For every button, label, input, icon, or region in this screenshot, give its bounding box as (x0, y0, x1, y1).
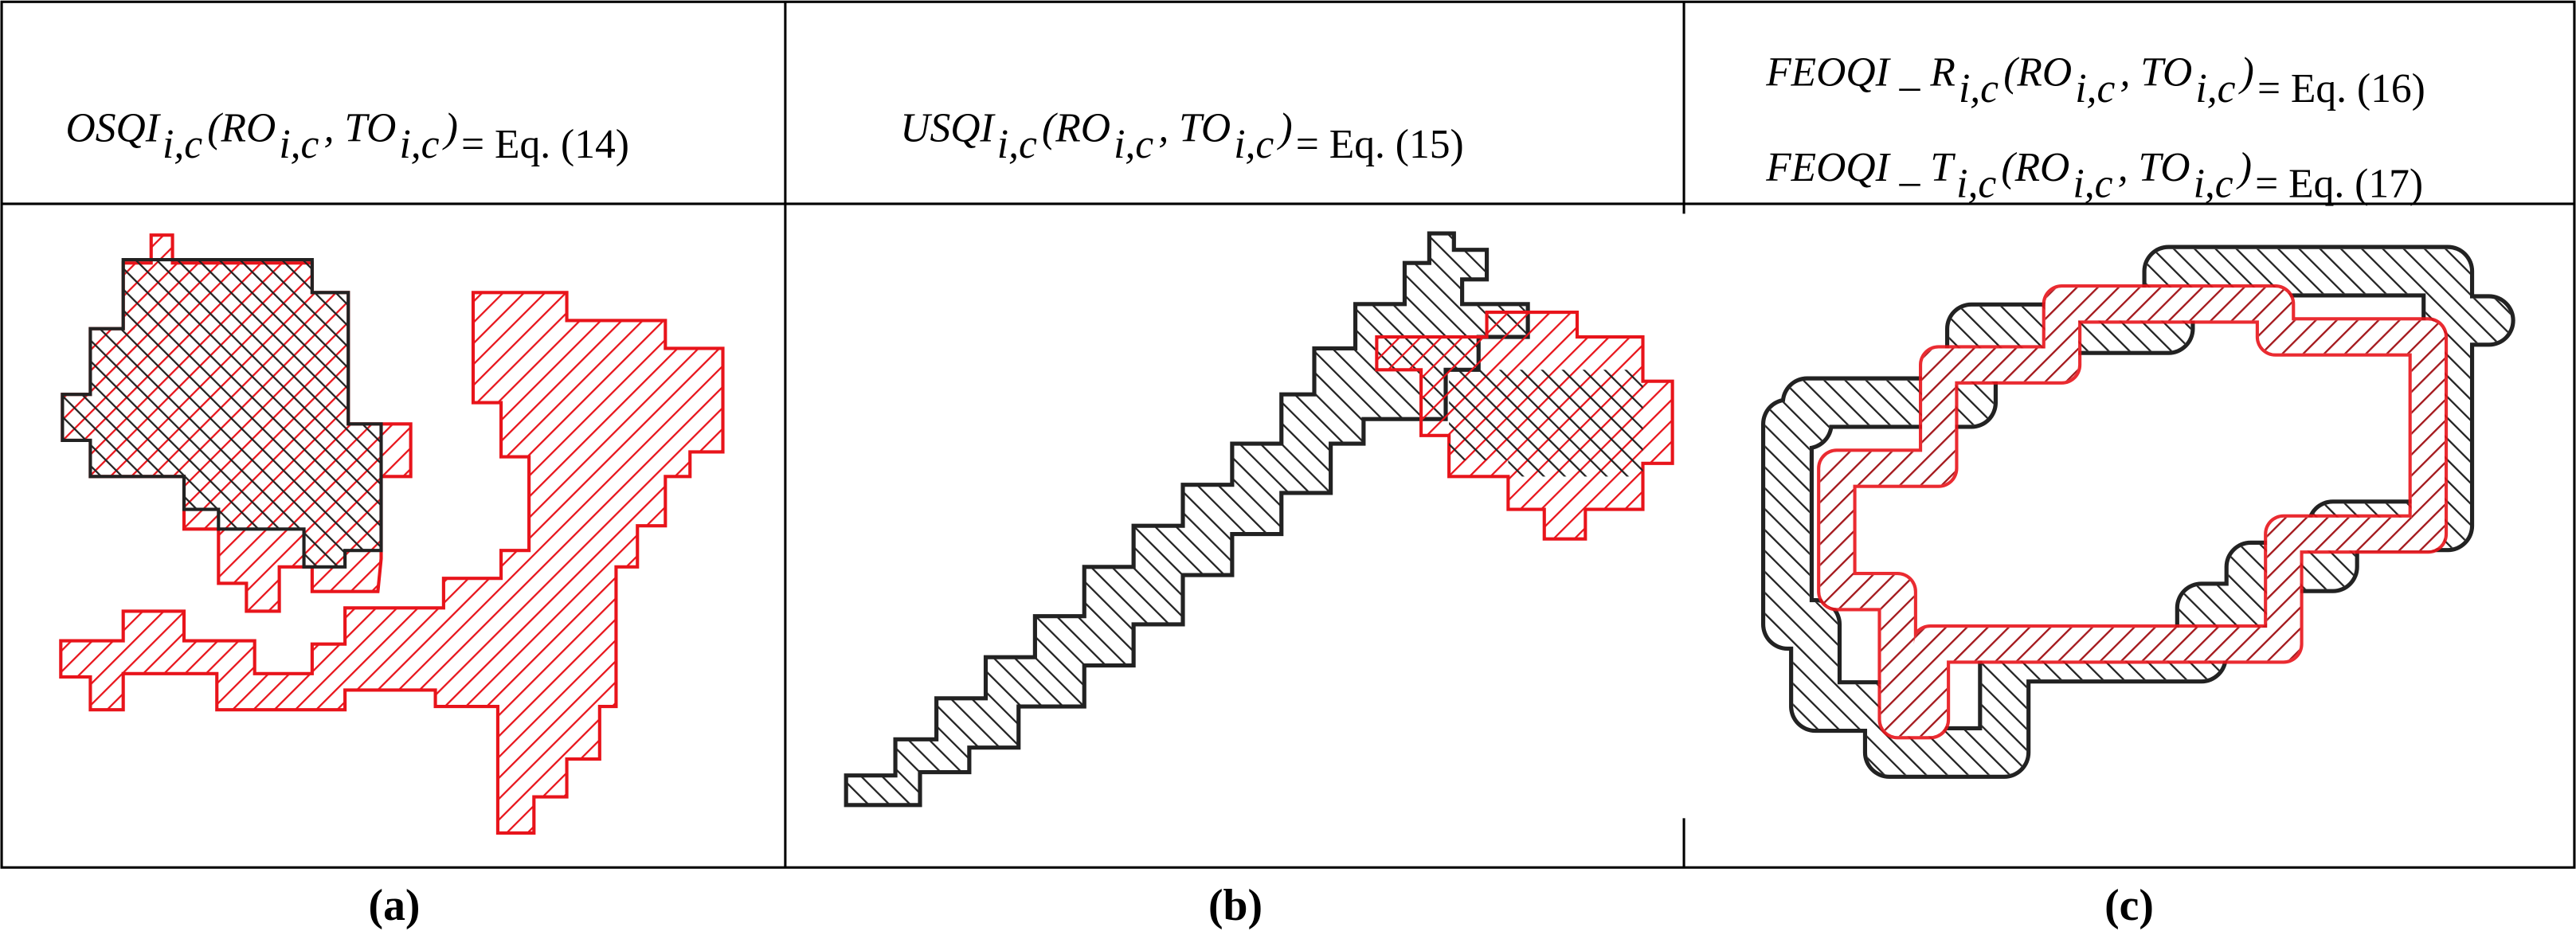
equation-ref: = Eq. (17) (2255, 162, 2423, 207)
subscript: i,c (162, 122, 202, 167)
panel-caption: (b) (1208, 881, 1263, 930)
subscript: i,c (1959, 66, 1999, 111)
formula: OSQI i,c (RO i,c, TO i,c) = Eq. (14) (66, 106, 629, 168)
formula-part: (RO (2003, 49, 2072, 95)
equation-ref: = Eq. (16) (2257, 66, 2425, 111)
formula-part: , TO (2118, 145, 2190, 190)
black-region (61, 258, 383, 569)
subscript: i,c (2073, 162, 2112, 207)
formula-part: , TO (1158, 106, 1231, 151)
formula-part: USQI (900, 106, 996, 151)
subscript: i,c (399, 122, 439, 167)
formula-part: ) (2236, 145, 2252, 190)
red-ring-cross (1820, 288, 2445, 737)
texts: OSQI i,c (RO i,c, TO i,c) = Eq. (14)(a)USQI i,… (66, 49, 2425, 930)
formula-part: ) (1277, 106, 1293, 151)
formula-part: (RO (1042, 106, 1110, 151)
overlap-region (1449, 370, 1643, 477)
black-ring-hatch (1765, 248, 2511, 775)
formula: USQI i,c (RO i,c, TO i,c) = Eq. (15) (900, 106, 1463, 168)
formula-part: OSQI (66, 106, 162, 151)
equation-ref: = Eq. (14) (461, 122, 629, 167)
formula-part: ) (442, 106, 458, 151)
subscript: i,c (2075, 66, 2115, 111)
formula-part: ) (2238, 49, 2254, 95)
formula-part: (RO (2001, 145, 2069, 190)
formula-part: (RO (207, 106, 276, 151)
subscript: i,c (997, 122, 1037, 167)
formula-part: , TO (324, 106, 397, 151)
subscript: i,c (2194, 162, 2233, 207)
black-region (844, 231, 1530, 808)
equation-ref: = Eq. (15) (1296, 122, 1464, 167)
formula-part: FEOQI _ T (1765, 145, 1955, 190)
panel-caption: (a) (369, 881, 421, 930)
red-region (59, 291, 725, 835)
subscript: i,c (279, 122, 319, 167)
subscript: i,c (2195, 66, 2235, 111)
panel-b-shapes (844, 231, 1674, 808)
subscript: i,c (1114, 122, 1153, 167)
table-frame (0, 0, 2576, 869)
panel-c-shapes (1761, 245, 2515, 779)
subscript: i,c (1234, 122, 1274, 167)
panel-a-shapes (59, 233, 725, 835)
panel-caption: (c) (2104, 881, 2154, 930)
formula-part: FEOQI _ R (1765, 49, 1955, 95)
formula-part: , TO (2120, 49, 2193, 95)
subscript: i,c (1956, 162, 1996, 207)
